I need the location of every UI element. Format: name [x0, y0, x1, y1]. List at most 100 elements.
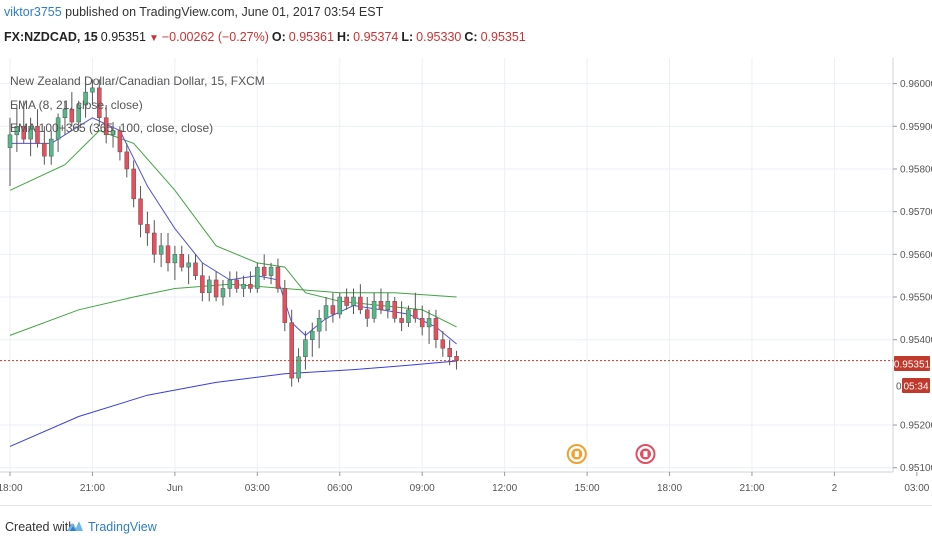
last-price-badge: [894, 356, 930, 371]
tradingview-link[interactable]: TradingView: [88, 520, 157, 534]
candle: [200, 275, 205, 293]
candle: [310, 330, 315, 340]
price-tick-label: 0.95100: [900, 463, 932, 474]
time-tick-label: 18:00: [657, 483, 682, 494]
candle: [316, 318, 322, 332]
time-tick-label: Jun: [167, 483, 183, 494]
countdown-badge-text: 05:34: [903, 382, 928, 393]
high-value: 0.95374: [353, 30, 399, 44]
time-tick-label: 03:00: [904, 483, 929, 494]
candle: [220, 288, 226, 298]
time-tick-label: 21:00: [80, 483, 105, 494]
low-value: 0.95330: [416, 30, 462, 44]
time-tick-label: 12:00: [492, 483, 517, 494]
candle: [21, 126, 26, 140]
countdown-badge: [902, 378, 930, 393]
symbol-label: FX:NZDCAD, 15: [4, 30, 98, 44]
ohlc-bar: FX:NZDCAD, 15 0.95351 ▼ −0.00262 (−0.27%) O:…: [4, 30, 529, 48]
candle: [103, 117, 109, 136]
candle: [399, 318, 404, 323]
candle: [447, 347, 452, 358]
candle: [55, 117, 61, 140]
candle: [289, 322, 294, 379]
candle: [193, 262, 198, 276]
chart-series: [9, 117, 457, 447]
candle: [117, 130, 123, 153]
candle: [172, 254, 178, 264]
created-with-label: Created with: [5, 520, 76, 534]
candle: [440, 339, 446, 349]
event-markers[interactable]: [566, 444, 656, 464]
candle: [145, 224, 150, 234]
candle: [206, 279, 212, 293]
price-badges: 0.95351 05:34 0: [894, 356, 931, 393]
chart-legend: New Zealand Dollar/Canadian Dollar, 15, …: [10, 74, 265, 135]
candle: [385, 301, 391, 311]
ema-365-line: [9, 360, 457, 447]
open-value: 0.95361: [288, 30, 334, 44]
candle: [69, 108, 75, 123]
flag-center-icon: [574, 451, 579, 457]
candle: [83, 91, 88, 106]
candle: [433, 318, 439, 340]
candle: [337, 296, 343, 315]
last-price: 0.95351: [100, 30, 146, 44]
candle: [42, 143, 47, 157]
published-text: published on TradingView.com, June 01, 2…: [65, 5, 384, 19]
candle: [364, 309, 370, 319]
low-label: L:: [401, 30, 414, 44]
candle: [35, 126, 40, 144]
time-tick-label: 2: [832, 483, 838, 494]
time-tick-label: 18:00: [0, 483, 23, 494]
last-price-badge-text: 0.95351: [894, 360, 931, 371]
candle: [261, 266, 267, 276]
close-label: C:: [464, 30, 478, 44]
candle: [268, 266, 274, 276]
candle: [351, 296, 356, 306]
tradingview-logo-icon[interactable]: [66, 517, 84, 535]
candle: [275, 266, 281, 289]
down-arrow-icon: ▼: [148, 33, 159, 44]
price-axis-bg: [893, 58, 932, 505]
candle: [124, 151, 130, 170]
time-axis[interactable]: 18:00 21:00 Jun 03:00 06:00 09:00 12:00 15:00 18…: [0, 472, 930, 494]
time-tick-label: 03:00: [245, 483, 270, 494]
candle: [419, 318, 425, 328]
candle: [378, 301, 384, 311]
candle: [296, 356, 301, 379]
candle: [7, 134, 13, 148]
candle: [158, 245, 164, 255]
change-value: −0.00262 (−0.27%): [161, 30, 269, 44]
ema-8-line: [10, 117, 457, 345]
candle: [62, 108, 68, 119]
candle: [371, 301, 377, 319]
partial-tick-label: 0: [896, 382, 902, 393]
candle: [323, 305, 329, 319]
time-tick-label: 09:00: [410, 483, 435, 494]
author-link[interactable]: viktor3755: [4, 5, 62, 19]
candle: [152, 232, 157, 255]
publish-info: viktor3755 published on TradingView.com,…: [4, 5, 383, 23]
flag-center-icon: [643, 451, 648, 457]
candle: [406, 309, 411, 323]
candle: [138, 198, 143, 225]
candle: [186, 262, 191, 268]
candle: [165, 245, 171, 264]
footer: Created with TradingView: [0, 505, 932, 550]
candle: [213, 279, 219, 298]
time-tick-label: 21:00: [739, 483, 764, 494]
candle: [303, 339, 308, 358]
candle: [413, 309, 418, 319]
legend-ema-100-365: EMA 100+365 (365, 100, close, close): [10, 121, 213, 135]
close-value: 0.95351: [480, 30, 526, 44]
legend-ema-8-21: EMA (8, 21, close, close): [10, 98, 143, 112]
legend-title: New Zealand Dollar/Canadian Dollar, 15, …: [10, 74, 265, 88]
